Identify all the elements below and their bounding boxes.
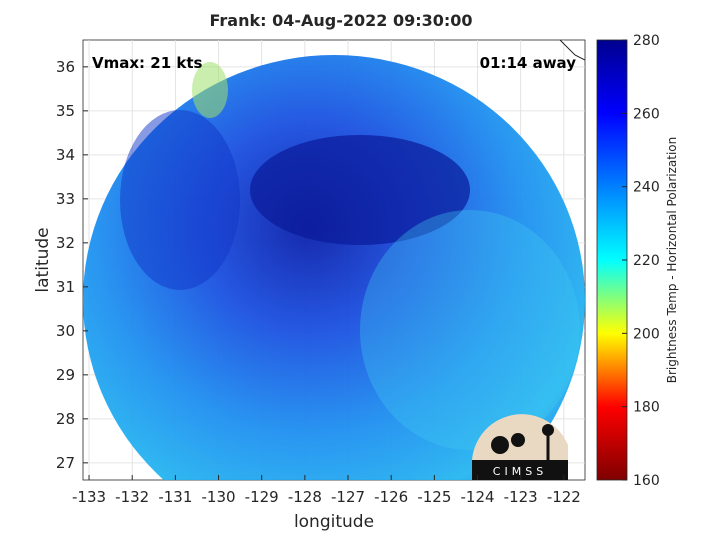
x-tick-label: -125 bbox=[417, 488, 451, 506]
satellite-image bbox=[83, 40, 585, 480]
x-tick-label: -128 bbox=[288, 488, 322, 506]
y-tick-label: 33 bbox=[56, 190, 75, 208]
y-tick-label: 35 bbox=[56, 102, 75, 120]
colorbar-tick-label: 200 bbox=[633, 326, 660, 342]
x-tick-label: -133 bbox=[72, 488, 106, 506]
y-tick-label: 29 bbox=[56, 366, 75, 384]
logo-text: CIMSS bbox=[493, 465, 547, 478]
x-tick-label: -123 bbox=[504, 488, 538, 506]
annotation: Vmax: 21 kts bbox=[92, 54, 202, 72]
colorbar-tick-label: 160 bbox=[633, 473, 660, 489]
x-tick-label: -126 bbox=[374, 488, 408, 506]
x-tick-label: -122 bbox=[547, 488, 581, 506]
colorbar-tick-label: 180 bbox=[633, 400, 660, 416]
annotation: 01:14 away bbox=[480, 54, 577, 72]
x-tick-label: -132 bbox=[115, 488, 149, 506]
colorbar-tick-label: 240 bbox=[633, 180, 660, 196]
y-axis-label: latitude bbox=[33, 227, 53, 292]
colorbar-label: Brightness Temp - Horizontal Polarizatio… bbox=[665, 137, 679, 384]
y-tick-label: 28 bbox=[56, 410, 75, 428]
colorbar-tick-label: 220 bbox=[633, 253, 660, 269]
x-tick-label: -131 bbox=[158, 488, 192, 506]
x-tick-label: -127 bbox=[331, 488, 365, 506]
x-tick-label: -124 bbox=[460, 488, 494, 506]
colorbar-tick-label: 280 bbox=[633, 33, 660, 49]
y-tick-label: 32 bbox=[56, 234, 75, 252]
y-tick-label: 27 bbox=[56, 454, 75, 472]
x-tick-label: -130 bbox=[202, 488, 236, 506]
logo: CIMSS bbox=[472, 414, 568, 480]
y-tick-label: 31 bbox=[56, 278, 75, 296]
y-tick-label: 34 bbox=[56, 146, 75, 164]
y-tick-label: 30 bbox=[56, 322, 75, 340]
x-tick-label: -129 bbox=[245, 488, 279, 506]
chart-title: Frank: 04-Aug-2022 09:30:00 bbox=[209, 11, 472, 30]
y-tick-label: 36 bbox=[56, 58, 75, 76]
x-axis-label: longitude bbox=[294, 512, 374, 532]
colorbar-tick-label: 260 bbox=[633, 106, 660, 122]
